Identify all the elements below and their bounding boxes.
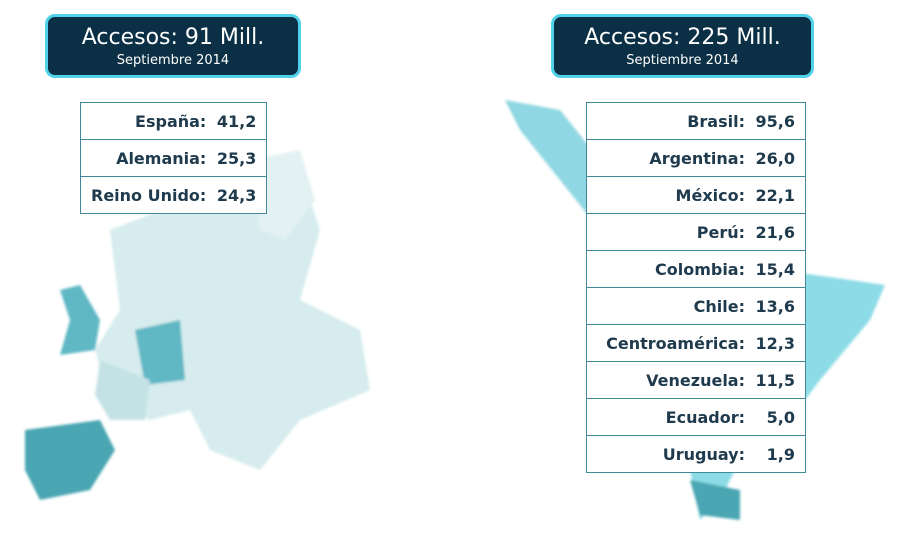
- access-value: 41,2: [216, 111, 257, 131]
- latam-header: Accesos: 225 Mill. Septiembre 2014: [551, 14, 814, 78]
- access-value: 13,6: [755, 296, 795, 316]
- table-row: Uruguay: 1,9: [586, 435, 806, 473]
- country-label: Centroamérica:: [606, 333, 745, 353]
- access-value: 24,3: [216, 185, 257, 205]
- country-label: Perú:: [696, 222, 745, 242]
- table-row: Argentina: 26,0: [586, 139, 806, 177]
- table-row: Brasil: 95,6: [586, 102, 806, 140]
- access-value: 11,5: [755, 370, 795, 390]
- access-value: 26,0: [755, 148, 795, 168]
- europe-header: Accesos: 91 Mill. Septiembre 2014: [45, 14, 301, 78]
- access-value: 25,3: [216, 148, 257, 168]
- country-label: Argentina:: [649, 148, 745, 168]
- country-label: Alemania:: [116, 148, 207, 168]
- table-row: Reino Unido: 24,3: [79, 176, 268, 214]
- table-row: Centroamérica: 12,3: [586, 324, 806, 362]
- latam-subtitle: Septiembre 2014: [626, 53, 739, 68]
- europe-table: España: 41,2 Alemania: 25,3 Reino Unido: 24,3: [79, 102, 268, 214]
- argentina-tip: [690, 480, 740, 520]
- country-label: Brasil:: [687, 111, 745, 131]
- access-value: 1,9: [766, 444, 795, 464]
- uk-map: [60, 285, 100, 355]
- country-label: México:: [675, 185, 745, 205]
- access-value: 5,0: [766, 407, 795, 427]
- access-value: 95,6: [755, 111, 795, 131]
- table-row: Ecuador: 5,0: [586, 398, 806, 436]
- country-label: Reino Unido:: [91, 185, 207, 205]
- access-value: 12,3: [755, 333, 795, 353]
- access-value: 21,6: [755, 222, 795, 242]
- table-row: Venezuela: 11,5: [586, 361, 806, 399]
- table-row: México: 22,1: [586, 176, 806, 214]
- table-row: Perú: 21,6: [586, 213, 806, 251]
- latam-title: Accesos: 225 Mill.: [584, 25, 781, 50]
- table-row: Alemania: 25,3: [79, 139, 268, 177]
- access-value: 15,4: [755, 259, 795, 279]
- access-value: 22,1: [755, 185, 795, 205]
- country-label: España:: [135, 111, 207, 131]
- latam-table: Brasil: 95,6 Argentina: 26,0 México: 22,1 Perú…: [586, 102, 806, 473]
- germany-map: [135, 320, 185, 385]
- europe-subtitle: Septiembre 2014: [116, 53, 230, 68]
- country-label: Colombia:: [654, 259, 745, 279]
- table-row: España: 41,2: [79, 102, 268, 140]
- country-label: Chile:: [693, 296, 745, 316]
- country-label: Venezuela:: [646, 370, 745, 390]
- europe-title: Accesos: 91 Mill.: [81, 25, 265, 50]
- country-label: Uruguay:: [662, 444, 745, 464]
- table-row: Chile: 13,6: [586, 287, 806, 325]
- country-label: Ecuador:: [665, 407, 745, 427]
- spain-map: [25, 420, 115, 500]
- table-row: Colombia: 15,4: [586, 250, 806, 288]
